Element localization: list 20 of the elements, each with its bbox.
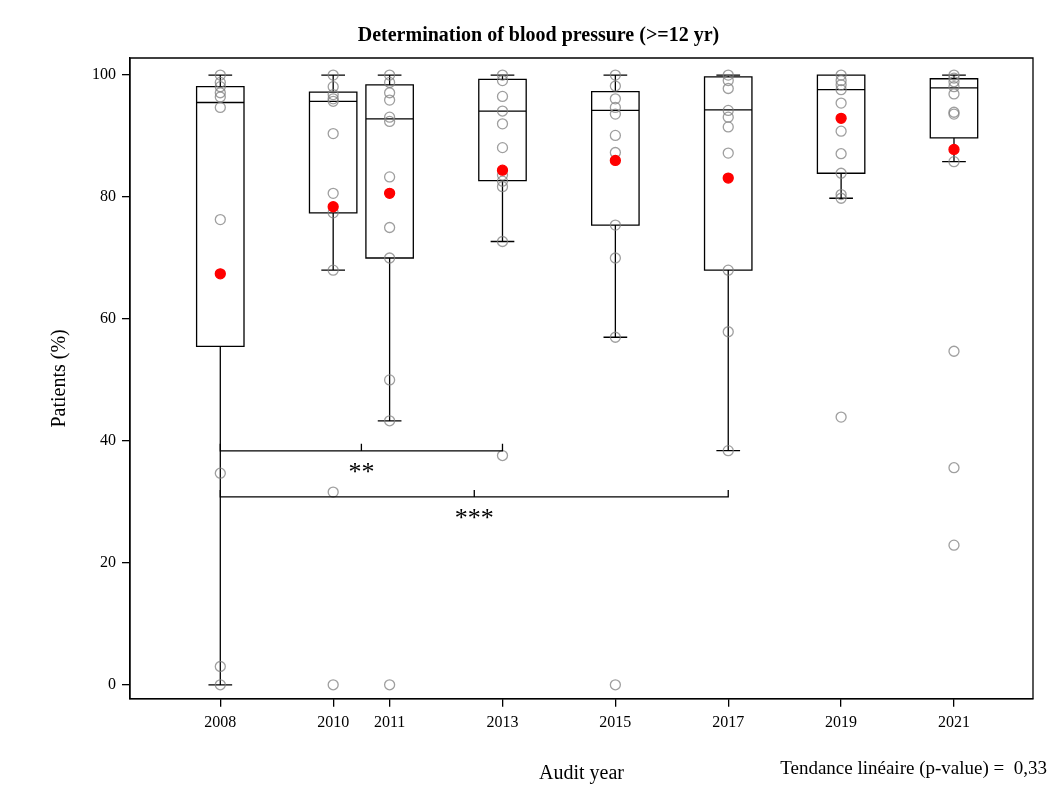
y-axis-title: Patients (%) (47, 329, 71, 428)
text: Tendance linéaire (p-value) = 0,33 (780, 756, 1047, 779)
x-tick-label: 2010 (317, 712, 350, 730)
x-tick-label: 2015 (599, 712, 632, 730)
x-tick-label: 2008 (204, 712, 237, 730)
y-tick-label: 40 (100, 431, 116, 449)
x-axis-title: Audit year (539, 761, 625, 785)
x-tick-label: 2017 (712, 712, 745, 730)
x-tick-label: 2021 (937, 712, 970, 730)
y-tick-label: 60 (100, 309, 116, 327)
y-tick-label: 80 (100, 187, 116, 205)
y-tick-label: 100 (92, 65, 116, 83)
y-tick-label: 20 (100, 553, 116, 571)
chart-title: Determination of blood pressure (>=12 yr) (357, 23, 720, 47)
x-tick-label: 2019 (825, 712, 858, 730)
x-tick-label: 2011 (373, 712, 406, 730)
y-tick-label: 0 (108, 674, 116, 692)
annotation: *** (454, 502, 494, 532)
x-tick-label: 2013 (486, 712, 519, 730)
annotation: ** (348, 456, 375, 486)
